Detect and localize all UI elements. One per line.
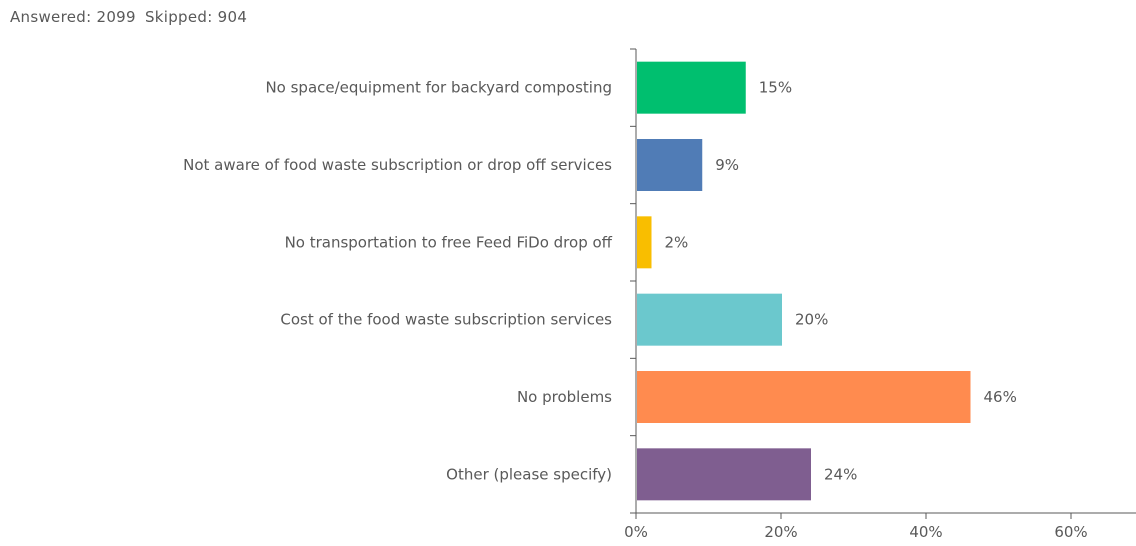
category-label: Cost of the food waste subscription serv… <box>280 311 612 329</box>
skipped-count: Skipped: 904 <box>144 8 248 26</box>
bar <box>637 216 652 269</box>
bar-value-label: 15% <box>759 79 792 97</box>
bar <box>637 371 971 423</box>
response-summary: Answered: 2099 Skipped: 904 <box>10 8 251 26</box>
value-tick-label: 60% <box>1054 523 1087 541</box>
value-tick-label: 20% <box>764 523 797 541</box>
bar-value-label: 2% <box>665 233 689 251</box>
bar-value-label: 46% <box>984 388 1017 406</box>
category-label: No transportation to free Feed FiDo drop… <box>285 233 613 251</box>
bar-value-label: 9% <box>715 156 739 174</box>
answered-count: Answered: 2099 <box>10 8 136 26</box>
bar <box>637 293 782 346</box>
category-label: No space/equipment for backyard composti… <box>265 79 612 97</box>
value-tick-label: 40% <box>909 523 942 541</box>
bar <box>637 448 811 501</box>
category-label: Not aware of food waste subscription or … <box>183 156 612 174</box>
bar-value-label: 24% <box>824 465 857 483</box>
value-tick-label: 0% <box>624 523 648 541</box>
category-label: No problems <box>517 388 612 406</box>
bar <box>637 139 703 191</box>
bar-value-label: 20% <box>795 311 828 329</box>
bar <box>637 61 746 114</box>
category-label: Other (please specify) <box>446 465 612 483</box>
